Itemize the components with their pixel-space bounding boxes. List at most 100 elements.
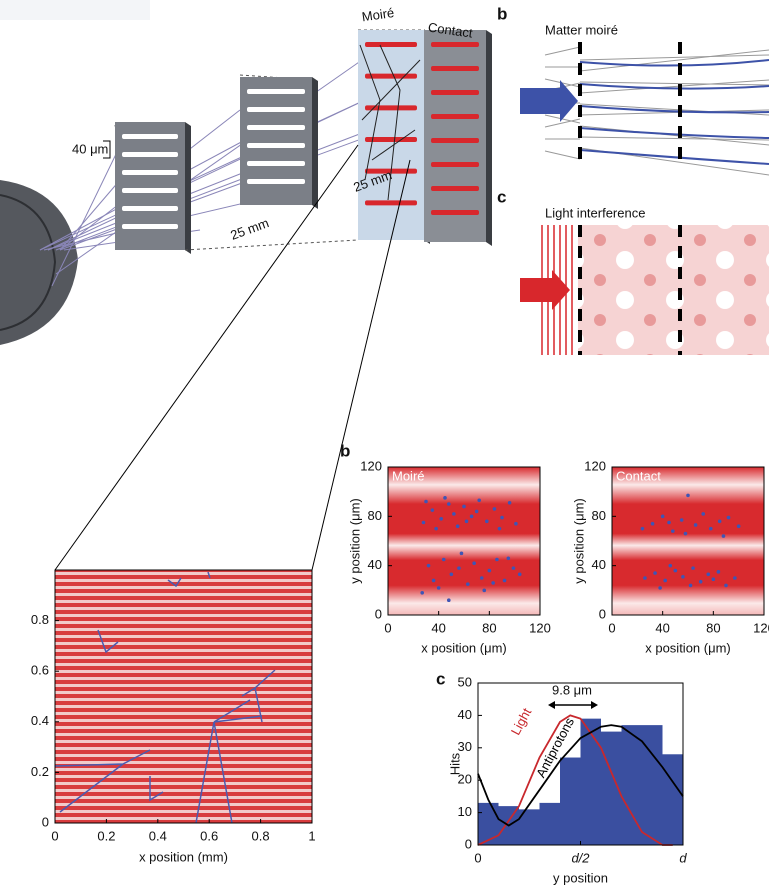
y-tick-label: 40 [368, 557, 382, 572]
x-tick-label: 120 [753, 620, 769, 635]
point [466, 582, 470, 586]
point [472, 561, 476, 565]
x-axis-label: y position [553, 870, 608, 885]
slit [247, 107, 305, 112]
point [434, 527, 438, 531]
point [447, 502, 451, 506]
point [488, 569, 492, 573]
y-tick-label: 40 [458, 707, 472, 722]
figure: 40 μm 25 mm 25 mm Moiré Contact b Matter… [0, 0, 769, 894]
x-tick-label: 0 [384, 620, 391, 635]
y-tick-label: 120 [584, 458, 606, 473]
point [712, 577, 716, 581]
trajectory [580, 128, 769, 138]
point [465, 519, 469, 523]
x-tick-label: 0 [51, 828, 58, 843]
bar [642, 725, 663, 845]
point [439, 517, 443, 521]
slit [365, 42, 417, 47]
y-axis-label: y position (μm) [347, 498, 362, 584]
header-strip [0, 0, 150, 20]
y-tick-label: 0 [375, 606, 382, 621]
panel-letter: c [497, 187, 506, 206]
point [680, 518, 684, 522]
panel-letter: b [340, 441, 350, 460]
slit [365, 200, 417, 205]
panel-title: Light interference [545, 205, 645, 220]
slit [247, 89, 305, 94]
point [462, 505, 466, 509]
trajectory [545, 119, 580, 127]
point [724, 584, 728, 588]
point [456, 524, 460, 528]
point [450, 573, 454, 577]
slit [365, 74, 417, 79]
slit [122, 152, 178, 157]
grating-side [185, 122, 191, 254]
x-tick-label: 0.2 [97, 828, 115, 843]
point [495, 558, 499, 562]
point [500, 516, 504, 520]
y-tick-label: 40 [592, 557, 606, 572]
point [427, 564, 431, 568]
point [706, 573, 710, 577]
y-tick-label: 0.4 [31, 713, 49, 728]
slit [122, 206, 178, 211]
x-tick-label: 0 [474, 850, 481, 865]
trajectory [580, 55, 769, 60]
panel-letter: c [436, 669, 445, 688]
point [432, 579, 436, 583]
panel-letter: b [497, 4, 507, 23]
point [653, 571, 657, 575]
point [443, 496, 447, 500]
interference-pattern [578, 225, 769, 355]
point [717, 570, 721, 574]
source [0, 180, 78, 345]
slit [122, 224, 178, 229]
y-axis-label: Hits [447, 752, 462, 775]
slit [431, 114, 479, 119]
x-tick-label: 40 [431, 620, 445, 635]
x-tick-label: 40 [655, 620, 669, 635]
y-tick-label: 0.6 [31, 663, 49, 678]
band-background [388, 467, 540, 615]
trajectory [580, 126, 769, 145]
point [457, 566, 461, 570]
point [512, 566, 516, 570]
slit [122, 188, 178, 193]
point [437, 586, 441, 590]
slit [431, 90, 479, 95]
point [480, 576, 484, 580]
point [641, 527, 645, 531]
slit [122, 134, 178, 139]
y-tick-label: 50 [458, 674, 472, 689]
panel-title: Matter moiré [545, 22, 618, 37]
point [491, 581, 495, 585]
y-axis-label: y position (μm) [571, 498, 586, 584]
point [668, 564, 672, 568]
panel-annotation: Moiré [392, 468, 425, 483]
band-background [612, 467, 764, 615]
slit [247, 179, 305, 184]
point [674, 569, 678, 573]
y-tick-label: 0.2 [31, 764, 49, 779]
slit [247, 143, 305, 148]
point [651, 522, 655, 526]
grating [240, 77, 312, 205]
point [686, 494, 690, 498]
x-tick-label: 0.8 [252, 828, 270, 843]
grating-side [312, 77, 318, 209]
trajectory [545, 151, 580, 159]
point [493, 507, 497, 511]
point [691, 566, 695, 570]
point [482, 589, 486, 593]
panel-annotation: Contact [616, 468, 661, 483]
slit [247, 125, 305, 130]
point [477, 499, 481, 503]
point [518, 573, 522, 577]
y-tick-label: 10 [458, 804, 472, 819]
bar [560, 758, 581, 845]
slit [431, 66, 479, 71]
distance-label: 25 mm [228, 215, 270, 243]
slit [431, 162, 479, 167]
